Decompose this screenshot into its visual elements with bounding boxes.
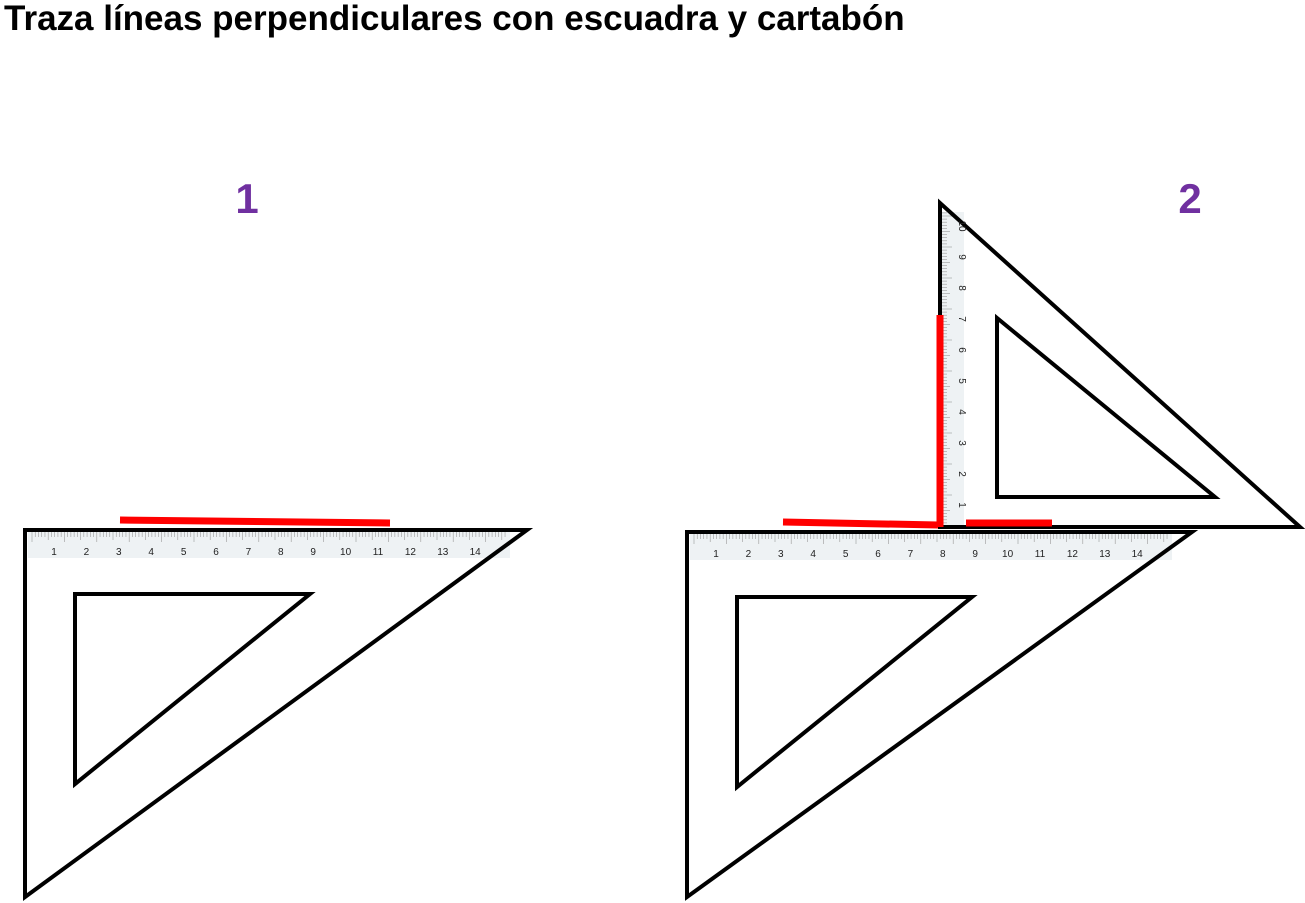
ruler-label: 3 bbox=[956, 440, 967, 446]
drawn-line bbox=[782, 518, 939, 529]
ruler-label: 2 bbox=[746, 549, 752, 560]
ruler-label: 5 bbox=[843, 549, 849, 560]
ruler-label: 1 bbox=[956, 502, 967, 508]
ruler-labels: 1 2 3 4 5 6 7 8 9 10 11 12 13 14 1 2 3 4 5 6 7 8 9 10 11 12 13 1412… bbox=[51, 220, 1143, 560]
ruler-label: 5 bbox=[956, 378, 967, 384]
drawn-line bbox=[119, 516, 391, 527]
ruler-label: 11 bbox=[373, 547, 384, 558]
ruler-strip bbox=[690, 534, 1172, 560]
ruler-label: 8 bbox=[278, 547, 284, 558]
title: Traza líneas perpendiculares con escuadr… bbox=[4, 0, 905, 38]
ruler-ticks bbox=[31, 212, 1168, 544]
set-square-hole bbox=[735, 595, 978, 792]
ruler-label: 9 bbox=[972, 549, 978, 560]
ruler-label: 13 bbox=[437, 547, 449, 558]
ruler-label: 5 bbox=[181, 547, 187, 558]
ruler-label: 13 bbox=[1099, 549, 1111, 560]
ruler-label: 1 bbox=[51, 547, 57, 558]
ruler-label: 8 bbox=[940, 549, 946, 560]
ruler-label: 11 bbox=[1035, 549, 1046, 560]
ruler-label: 4 bbox=[956, 409, 967, 415]
ruler-label: 9 bbox=[956, 254, 967, 260]
ruler-label: 3 bbox=[778, 549, 784, 560]
ruler-label: 6 bbox=[875, 549, 881, 560]
ruler-label: 9 bbox=[310, 547, 316, 558]
panel-label: 2 bbox=[1178, 175, 1201, 222]
ruler-label: 2 bbox=[84, 547, 90, 558]
set-square bbox=[685, 530, 1199, 901]
ruler-label: 7 bbox=[956, 316, 967, 322]
ruler-label: 7 bbox=[246, 547, 252, 558]
ruler-label: 1 bbox=[713, 549, 719, 560]
cartabon bbox=[938, 198, 1305, 529]
ruler-label: 12 bbox=[1067, 549, 1079, 560]
ruler-strip bbox=[942, 212, 964, 526]
ruler-label: 6 bbox=[213, 547, 219, 558]
ruler-label: 8 bbox=[956, 285, 967, 291]
ruler-label: 14 bbox=[470, 547, 482, 558]
cartabon-hole bbox=[995, 313, 1221, 499]
ruler-label: 12 bbox=[405, 547, 417, 558]
ruler-strip bbox=[28, 532, 510, 558]
ruler-label: 2 bbox=[956, 471, 967, 477]
ruler-label: 4 bbox=[148, 547, 154, 558]
ruler-label: 10 bbox=[1002, 549, 1014, 560]
panel-label: 1 bbox=[235, 175, 258, 222]
ruler-label: 10 bbox=[956, 220, 967, 232]
ruler-label: 10 bbox=[340, 547, 352, 558]
set-square-hole bbox=[73, 592, 316, 789]
ruler-label: 6 bbox=[956, 347, 967, 353]
ruler-label: 4 bbox=[810, 549, 816, 560]
set-square bbox=[23, 528, 534, 901]
ruler-label: 7 bbox=[908, 549, 914, 560]
ruler-label: 3 bbox=[116, 547, 122, 558]
ruler-label: 14 bbox=[1132, 549, 1144, 560]
